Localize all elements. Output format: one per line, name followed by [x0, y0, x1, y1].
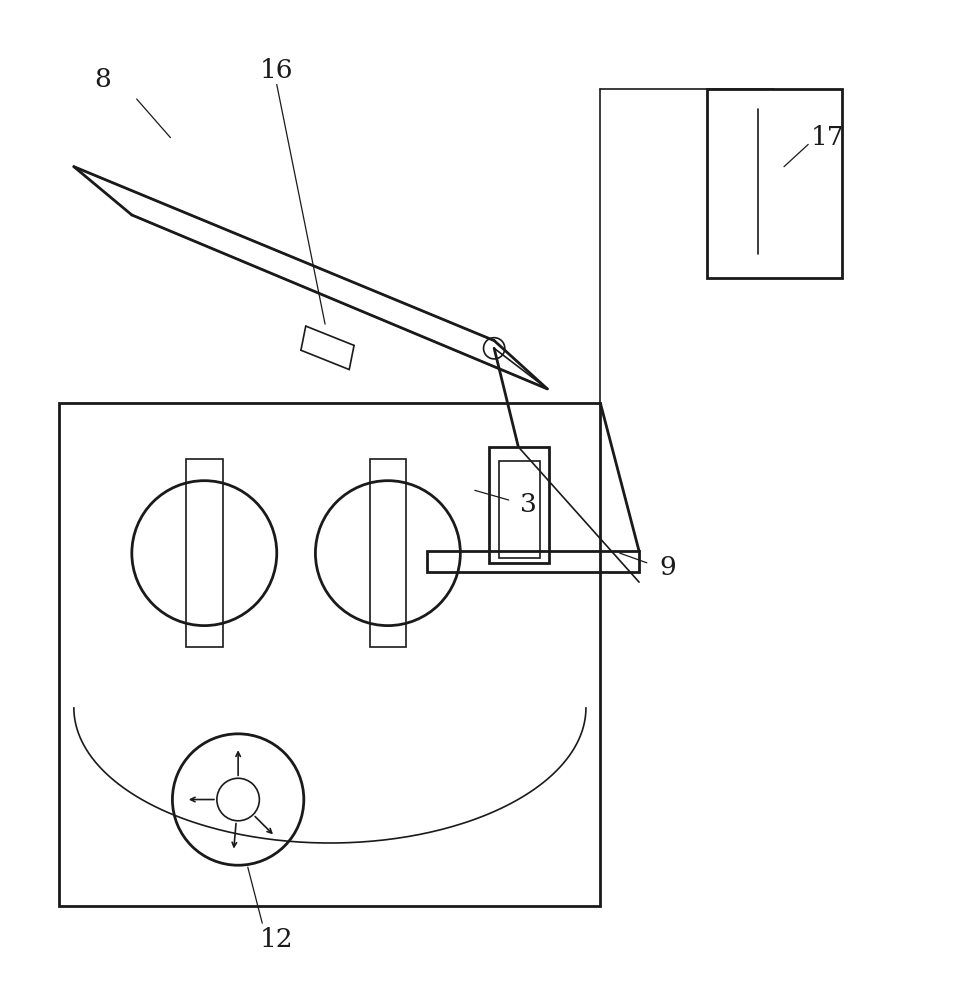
- Bar: [59, 403, 601, 906]
- Text: 12: 12: [260, 927, 294, 952]
- Text: 9: 9: [660, 555, 676, 580]
- Bar: [489, 447, 549, 563]
- Bar: [369, 459, 406, 647]
- Text: 17: 17: [811, 125, 844, 150]
- Bar: [499, 461, 540, 558]
- Bar: [426, 551, 640, 572]
- Bar: [186, 459, 223, 647]
- Text: 8: 8: [94, 67, 111, 92]
- Bar: [706, 89, 842, 278]
- Text: 3: 3: [519, 492, 537, 517]
- Text: 16: 16: [260, 58, 294, 83]
